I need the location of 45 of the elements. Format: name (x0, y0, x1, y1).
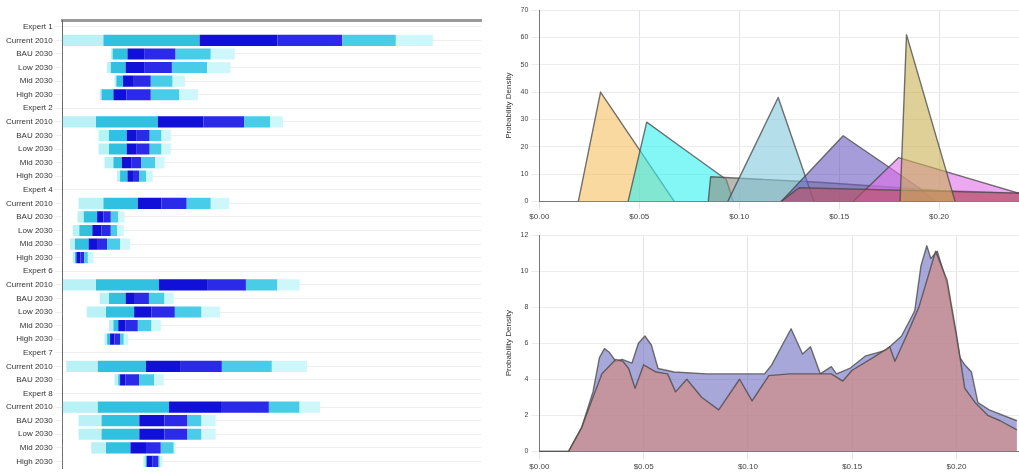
y-tick-label: BAU 2030 (16, 293, 54, 303)
x-tick-label: $0.20 (946, 462, 967, 472)
y-tick-label: Low 2030 (17, 307, 54, 317)
y-tick-label: Expert 2 (22, 103, 54, 113)
x-tick-label: $0.15 (842, 462, 863, 472)
y-tick-label: Expert 7 (22, 347, 54, 357)
y-tick-label: Current 2010 (5, 402, 54, 412)
y-tick-label: Low 2030 (17, 62, 54, 72)
y-tick-label: Mid 2030 (19, 320, 54, 330)
y-tick-label: Expert 1 (22, 21, 54, 31)
y-tick-label: Current 2010 (5, 117, 54, 127)
x-tick-label: $0.00 (529, 462, 550, 472)
x-tick-label: $0.05 (629, 212, 650, 222)
x-tick-label: $0.10 (737, 462, 759, 472)
y-tick-label: Expert 8 (22, 388, 54, 398)
y-tick-label: Mid 2030 (19, 76, 54, 86)
y-axis-title: Probability Density (504, 310, 513, 377)
y-tick-label: BAU 2030 (16, 130, 54, 140)
y-tick-label: Expert 4 (22, 184, 54, 194)
y-tick-label: Mid 2030 (19, 443, 54, 453)
y-tick-label: Expert 6 (22, 266, 54, 276)
y-tick-label: Mid 2030 (19, 157, 54, 167)
y-tick-label: High 2030 (16, 456, 54, 466)
y-tick-label: Current 2010 (5, 361, 54, 371)
y-tick-label: Current 2010 (5, 198, 54, 208)
y-axis-title: Probability Density (504, 72, 513, 139)
x-tick-label: $0.05 (633, 462, 655, 472)
y-tick-label: High 2030 (16, 171, 54, 181)
x-tick-label: $0.15 (829, 212, 850, 222)
y-tick-label: Low 2030 (17, 144, 54, 154)
y-tick-label: Current 2010 (5, 35, 54, 45)
y-tick-label: BAU 2030 (16, 375, 54, 385)
x-tick-label: $0.00 (529, 212, 550, 222)
y-tick-label: Low 2030 (17, 225, 54, 235)
y-tick-label: Current 2010 (5, 280, 54, 290)
y-tick-label: BAU 2030 (16, 49, 54, 59)
y-tick-label: BAU 2030 (16, 415, 54, 425)
x-tick-label: $0.20 (929, 212, 950, 222)
y-tick-label: Low 2030 (17, 429, 54, 439)
y-tick-label: High 2030 (16, 334, 54, 344)
x-tick-label: $0.10 (729, 212, 750, 222)
y-tick-label: High 2030 (16, 89, 54, 99)
y-tick-label: BAU 2030 (16, 212, 54, 222)
y-tick-label: Mid 2030 (19, 239, 54, 249)
y-tick-label: High 2030 (16, 252, 54, 262)
